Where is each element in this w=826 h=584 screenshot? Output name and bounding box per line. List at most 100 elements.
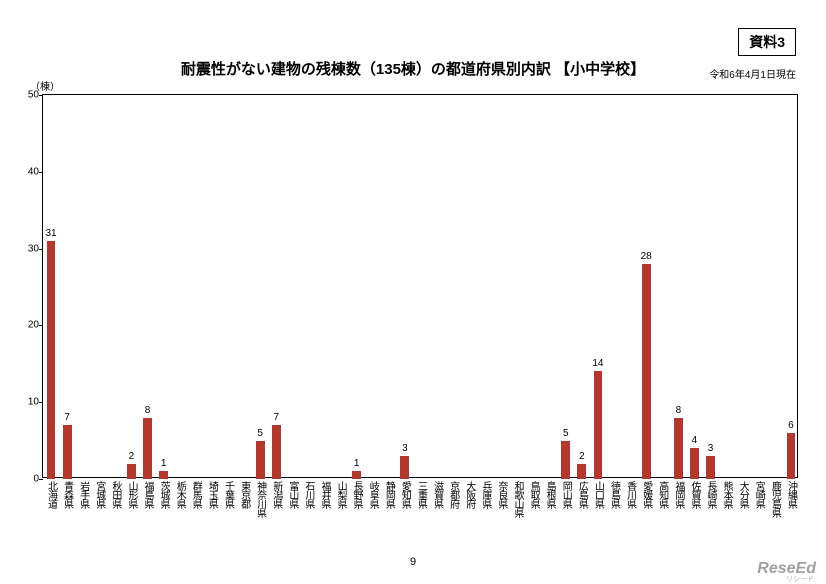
y-tick-mark bbox=[39, 402, 43, 403]
x-tick-label: 島根県 bbox=[542, 481, 557, 508]
bar bbox=[642, 264, 651, 479]
x-tick-label: 鹿児島県 bbox=[767, 481, 782, 517]
x-tick-label: 福岡県 bbox=[671, 481, 686, 508]
bar-value-label: 8 bbox=[145, 405, 151, 416]
bar-value-label: 7 bbox=[64, 412, 70, 423]
y-tick-mark bbox=[39, 479, 43, 480]
x-tick-label: 徳島県 bbox=[607, 481, 622, 508]
bar-value-label: 8 bbox=[676, 405, 682, 416]
x-tick-label: 山梨県 bbox=[333, 481, 348, 508]
page-root: 資料3 耐震性がない建物の残棟数（135棟）の都道府県別内訳 【小中学校】 令和… bbox=[0, 0, 826, 584]
x-tick-label: 鳥取県 bbox=[526, 481, 541, 508]
x-tick-label: 愛媛県 bbox=[639, 481, 654, 508]
x-tick-label: 広島県 bbox=[574, 481, 589, 508]
x-tick-label: 新潟県 bbox=[269, 481, 284, 508]
x-tick-label: 滋賀県 bbox=[430, 481, 445, 508]
x-tick-label: 山形県 bbox=[124, 481, 139, 508]
bar bbox=[787, 433, 796, 479]
bar bbox=[127, 464, 136, 479]
x-tick-label: 埼玉県 bbox=[204, 481, 219, 508]
x-tick-label: 高知県 bbox=[655, 481, 670, 508]
x-tick-label: 三重県 bbox=[414, 481, 429, 508]
x-tick-label: 大阪府 bbox=[462, 481, 477, 508]
x-tick-label: 岐阜県 bbox=[365, 481, 380, 508]
x-tick-label: 和歌山県 bbox=[510, 481, 525, 517]
bar bbox=[706, 456, 715, 479]
y-tick-label: 10 bbox=[15, 397, 39, 408]
x-tick-label: 長崎県 bbox=[703, 481, 718, 508]
bar-value-label: 1 bbox=[161, 458, 167, 469]
x-tick-label: 佐賀県 bbox=[687, 481, 702, 508]
bar-value-label: 3 bbox=[402, 443, 408, 454]
x-tick-label: 青森県 bbox=[60, 481, 75, 508]
x-tick-label: 愛知県 bbox=[397, 481, 412, 508]
x-tick-label: 北海道 bbox=[44, 481, 59, 508]
as-of-date: 令和6年4月1日現在 bbox=[709, 66, 796, 81]
y-tick-mark bbox=[39, 95, 43, 96]
bar bbox=[400, 456, 409, 479]
bar bbox=[594, 371, 603, 479]
x-tick-label: 岩手県 bbox=[76, 481, 91, 508]
bar bbox=[690, 448, 699, 479]
bar-value-label: 7 bbox=[273, 412, 279, 423]
x-tick-label: 秋田県 bbox=[108, 481, 123, 508]
bar-value-label: 31 bbox=[45, 228, 56, 239]
y-tick-label: 50 bbox=[15, 90, 39, 101]
y-tick-label: 40 bbox=[15, 166, 39, 177]
bar-value-label: 2 bbox=[129, 451, 135, 462]
y-tick-label: 20 bbox=[15, 320, 39, 331]
bar-value-label: 6 bbox=[788, 420, 794, 431]
x-tick-label: 栃木県 bbox=[172, 481, 187, 508]
document-tag: 資料3 bbox=[738, 28, 796, 56]
bar-plot: 0102030405031北海道7青森県岩手県宮城県秋田県2山形県8福島県1茨城… bbox=[43, 95, 799, 479]
x-tick-label: 山口県 bbox=[590, 481, 605, 508]
x-tick-label: 福島県 bbox=[140, 481, 155, 508]
x-tick-label: 神奈川県 bbox=[253, 481, 268, 517]
x-tick-label: 沖縄県 bbox=[783, 481, 798, 508]
bar bbox=[352, 471, 361, 479]
chart-title: 耐震性がない建物の残棟数（135棟）の都道府県別内訳 【小中学校】 bbox=[0, 58, 826, 79]
chart-area: 0102030405031北海道7青森県岩手県宮城県秋田県2山形県8福島県1茨城… bbox=[42, 94, 798, 478]
x-tick-label: 宮城県 bbox=[92, 481, 107, 508]
bar-value-label: 14 bbox=[592, 358, 603, 369]
x-tick-label: 石川県 bbox=[301, 481, 316, 508]
bar-value-label: 5 bbox=[563, 428, 569, 439]
x-tick-label: 富山県 bbox=[285, 481, 300, 508]
bar bbox=[272, 425, 281, 479]
x-tick-label: 長野県 bbox=[349, 481, 364, 508]
x-tick-label: 静岡県 bbox=[381, 481, 396, 508]
y-tick-label: 0 bbox=[15, 474, 39, 485]
x-tick-label: 宮崎県 bbox=[751, 481, 766, 508]
x-tick-label: 福井県 bbox=[317, 481, 332, 508]
x-tick-label: 兵庫県 bbox=[478, 481, 493, 508]
bar bbox=[159, 471, 168, 479]
y-tick-mark bbox=[39, 172, 43, 173]
bar bbox=[256, 441, 265, 479]
bar-value-label: 4 bbox=[692, 435, 698, 446]
bar bbox=[47, 241, 56, 479]
y-tick-mark bbox=[39, 325, 43, 326]
page-number: 9 bbox=[0, 556, 826, 568]
y-tick-label: 30 bbox=[15, 243, 39, 254]
x-tick-label: 熊本県 bbox=[719, 481, 734, 508]
x-tick-label: 京都府 bbox=[446, 481, 461, 508]
x-tick-label: 東京都 bbox=[237, 481, 252, 508]
x-tick-label: 奈良県 bbox=[494, 481, 509, 508]
x-tick-label: 大分県 bbox=[735, 481, 750, 508]
bar bbox=[63, 425, 72, 479]
x-tick-label: 香川県 bbox=[623, 481, 638, 508]
bar bbox=[577, 464, 586, 479]
x-tick-label: 茨城県 bbox=[156, 481, 171, 508]
bar-value-label: 2 bbox=[579, 451, 585, 462]
bar-value-label: 3 bbox=[708, 443, 714, 454]
watermark-subtext: リシード bbox=[786, 574, 814, 584]
bar bbox=[143, 418, 152, 479]
x-tick-label: 群馬県 bbox=[188, 481, 203, 508]
bar bbox=[561, 441, 570, 479]
x-tick-label: 岡山県 bbox=[558, 481, 573, 508]
bar-value-label: 28 bbox=[641, 251, 652, 262]
bar bbox=[674, 418, 683, 479]
y-tick-mark bbox=[39, 249, 43, 250]
bar-value-label: 5 bbox=[257, 428, 263, 439]
bar-value-label: 1 bbox=[354, 458, 360, 469]
